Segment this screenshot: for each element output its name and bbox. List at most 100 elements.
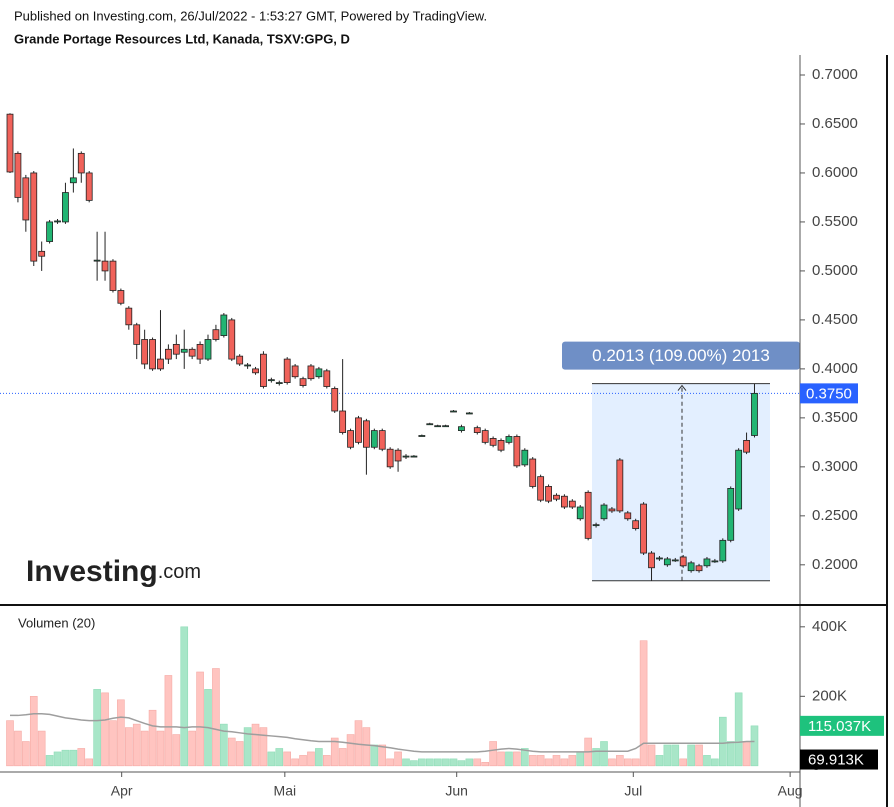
candle-body [402, 455, 410, 458]
candle-body [30, 172, 38, 262]
y-tick-label: 200K [812, 687, 847, 704]
volume-bar [61, 749, 70, 767]
candle-body [624, 512, 632, 520]
candle-body [410, 455, 418, 458]
volume-bar [418, 758, 426, 767]
volume-label: 115.037K [808, 718, 871, 735]
volume-bar [734, 692, 743, 767]
volume-bar [520, 748, 529, 767]
volume-bar [647, 744, 656, 767]
volume-bar [726, 741, 735, 767]
volume-bar [101, 692, 109, 767]
candle-body [101, 260, 109, 272]
candle-body [204, 339, 212, 360]
logo: Investing.com [26, 555, 201, 588]
volume-bar [29, 696, 38, 767]
volume-bar [275, 748, 284, 767]
candle-body [592, 524, 600, 527]
volume-bar [227, 737, 236, 767]
volume-bar [6, 720, 14, 767]
candle-body [339, 410, 347, 433]
volume-bar [93, 689, 101, 767]
volume-bar [125, 727, 133, 767]
x-tick-label: Mai [274, 783, 297, 799]
symbol-line: Grande Portage Resources Ltd, Kanada, TS… [14, 31, 350, 46]
candle-body [196, 343, 204, 360]
volume-title: Volumen (20) [18, 615, 95, 630]
candle-body [133, 324, 141, 345]
volume-bar [742, 741, 751, 767]
volume-bar [544, 758, 553, 767]
volume-ma-line [10, 712, 755, 753]
volume-bar [616, 755, 624, 767]
candle-body [236, 355, 244, 365]
candle-body [743, 439, 750, 453]
candle-body [228, 319, 236, 360]
volume-bar [679, 758, 688, 767]
candle-body [220, 314, 228, 336]
volume-bar [370, 744, 379, 767]
candle-body [315, 368, 323, 378]
volume-bar [592, 748, 600, 767]
candle-body [307, 365, 315, 380]
volume-bar [631, 758, 640, 767]
candle-body [458, 426, 465, 432]
candle-body [54, 220, 61, 223]
volume-bar [338, 748, 347, 767]
volume-bar [394, 751, 402, 767]
candle-body [355, 417, 362, 443]
candle-body [434, 425, 442, 428]
candle-body [584, 491, 592, 539]
candle-body [172, 343, 180, 355]
measure-label: 0.2013 (109.00%) 2013 [592, 346, 770, 365]
volume-bar [560, 758, 569, 767]
candle-body [608, 508, 616, 512]
measure-label-box [562, 341, 800, 370]
candle-body [149, 339, 156, 370]
candle-body [283, 358, 291, 383]
candle-body [497, 439, 505, 451]
y-tick-label: 0.4500 [812, 311, 858, 328]
candle-body [648, 552, 655, 569]
candle-body [141, 339, 149, 365]
candle-body [505, 436, 513, 443]
volume-bar [623, 758, 632, 767]
candle-body [62, 192, 69, 223]
candle-body [180, 348, 188, 353]
y-tick-label: 0.6500 [812, 115, 858, 132]
candle-body [671, 559, 679, 562]
candle-body [260, 353, 267, 387]
candle-body [38, 250, 46, 257]
volume-bar [750, 725, 759, 767]
volume-bar [362, 727, 371, 767]
candle-body [212, 329, 220, 340]
volume-bar [330, 737, 339, 767]
volume-bar [315, 748, 323, 767]
candle-body [537, 476, 545, 501]
candle-body [394, 449, 402, 462]
volume-bar [663, 744, 672, 767]
candle-body [164, 348, 172, 360]
candle-body [418, 435, 426, 437]
volume-bar [188, 730, 196, 767]
candle-body [727, 488, 735, 541]
volume-bar [481, 762, 490, 767]
volume-bar [449, 758, 458, 767]
y-tick-label: 0.4000 [812, 360, 858, 377]
candle-body [656, 557, 663, 560]
volume-bar [718, 716, 727, 767]
volume-bar [711, 758, 719, 767]
candle-body [69, 177, 77, 184]
candle-body [378, 430, 386, 450]
volume-bar [196, 671, 204, 767]
candle-body [323, 370, 331, 387]
candle-body [117, 290, 125, 304]
volume-bar [235, 741, 244, 767]
candle-body [442, 425, 450, 428]
candle-body [85, 172, 93, 201]
volume-bar [180, 626, 189, 767]
volume-bar [465, 758, 474, 767]
candle-body [426, 423, 434, 426]
volume-bar [386, 758, 394, 767]
volume-bar [45, 755, 54, 767]
